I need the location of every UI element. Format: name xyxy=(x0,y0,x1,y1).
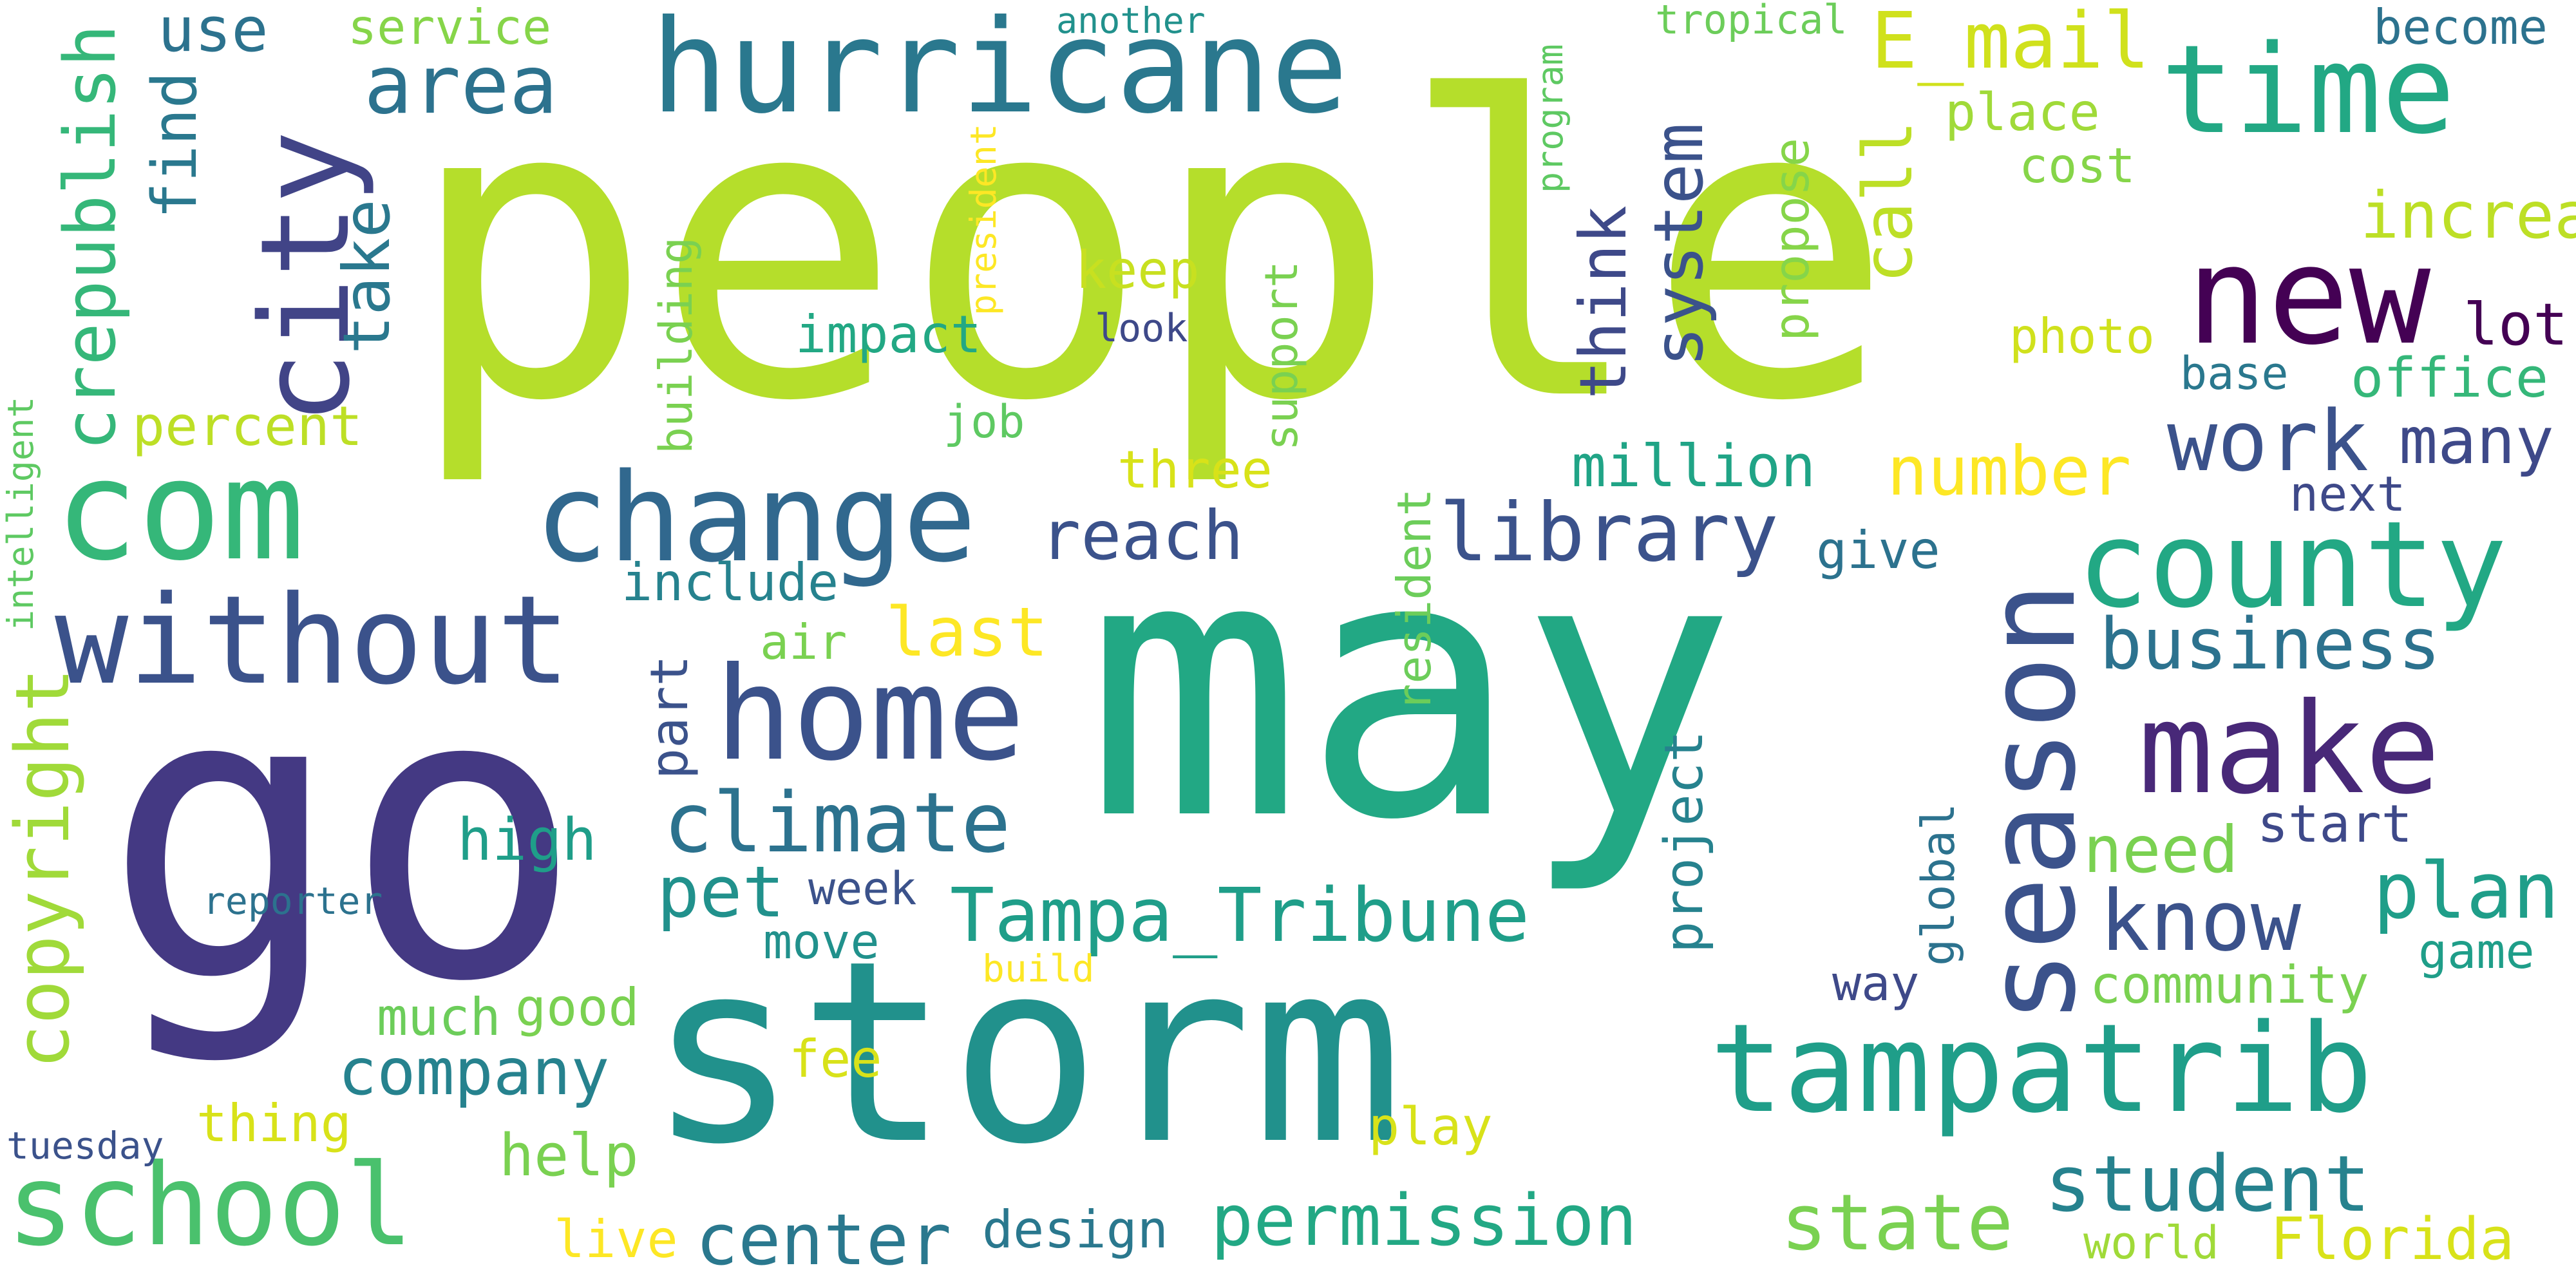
word-system: system xyxy=(1640,122,1718,367)
word-move: move xyxy=(763,913,880,970)
word-use: use xyxy=(158,0,269,66)
word-time: time xyxy=(2161,19,2456,161)
word-much: much xyxy=(377,987,501,1047)
word-crepublish: crepublish xyxy=(49,24,131,451)
word-base: base xyxy=(2180,347,2289,400)
word-intelligent: intelligent xyxy=(0,396,41,631)
word-air: air xyxy=(760,614,848,670)
word-plan: plan xyxy=(2373,847,2559,936)
word-change: change xyxy=(535,447,977,589)
word-tampatrib: tampatrib xyxy=(1710,998,2373,1140)
word-keep: keep xyxy=(1075,240,1200,300)
word-good: good xyxy=(515,978,639,1037)
word-reach: reach xyxy=(1040,497,1244,575)
word-reporter: reporter xyxy=(203,879,383,923)
word-resident: resident xyxy=(1387,488,1441,712)
word-percent: percent xyxy=(132,395,363,459)
word-climate: climate xyxy=(663,775,1011,871)
word-thing: thing xyxy=(196,1094,352,1153)
word-service: service xyxy=(348,0,552,55)
word-tampa-tribune: Tampa_Tribune xyxy=(950,873,1530,959)
word-center: center xyxy=(696,1198,952,1281)
word-call: call xyxy=(1849,120,1927,283)
word-take: take xyxy=(329,199,404,354)
word-new: new xyxy=(2186,217,2431,375)
word-impact: impact xyxy=(795,305,981,365)
word-area: area xyxy=(364,39,558,132)
word-business: business xyxy=(2099,603,2441,685)
word-part: part xyxy=(639,655,699,779)
word-hurricane: hurricane xyxy=(650,0,1349,142)
word-support: support xyxy=(1255,260,1308,451)
word-season: season xyxy=(1960,582,2103,1024)
word-company: company xyxy=(338,1034,610,1110)
word-go: go xyxy=(103,605,584,1069)
word-place: place xyxy=(1945,82,2100,142)
word-world: world xyxy=(2083,1217,2219,1269)
word-global: global xyxy=(1912,803,1965,966)
word-storm: storm xyxy=(647,907,1403,1199)
word-work: work xyxy=(2167,392,2369,490)
word-copyright: copyright xyxy=(0,667,86,1069)
word-photo: photo xyxy=(2009,308,2155,365)
word-permission: permission xyxy=(1211,1179,1638,1262)
word-propose: propose xyxy=(1763,137,1820,341)
word-tropical: tropical xyxy=(1655,0,1848,43)
word-million: million xyxy=(1571,433,1816,500)
word-live: live xyxy=(554,1209,678,1269)
word-president: president xyxy=(963,123,1004,316)
word-look: look xyxy=(1095,306,1188,351)
word-county: county xyxy=(2077,495,2508,634)
word-week: week xyxy=(808,862,917,915)
word-help: help xyxy=(499,1122,639,1189)
word-game: game xyxy=(2418,923,2535,980)
word-give: give xyxy=(1816,520,1940,580)
word-home: home xyxy=(715,639,1025,790)
word-find: find xyxy=(140,71,211,219)
word-play: play xyxy=(1368,1097,1493,1157)
word-another: another xyxy=(1056,0,1206,41)
word-library: library xyxy=(1439,486,1779,580)
word-job: job xyxy=(943,395,1025,448)
word-make: make xyxy=(2138,676,2441,822)
word-may: may xyxy=(1085,479,1737,899)
word-design: design xyxy=(982,1200,1168,1260)
word-three: three xyxy=(1117,440,1273,500)
word-state: state xyxy=(1781,1179,2014,1268)
word-florida: Florida xyxy=(2270,1206,2515,1273)
word-com: com xyxy=(55,430,305,591)
word-last: last xyxy=(886,593,1048,672)
word-lot: lot xyxy=(2463,291,2568,359)
word-fee: fee xyxy=(789,1029,882,1089)
word-next: next xyxy=(2289,466,2406,522)
word-pet: pet xyxy=(657,851,785,933)
word-e-mail: E_mail xyxy=(1871,0,2150,86)
word-many: many xyxy=(2399,403,2554,478)
word-need: need xyxy=(2083,812,2239,887)
word-high: high xyxy=(457,806,597,874)
word-become: become xyxy=(2373,0,2548,55)
word-school: school xyxy=(6,1141,414,1271)
word-community: community xyxy=(2090,955,2369,1015)
word-think: increase xyxy=(2360,178,2576,253)
word-building: building xyxy=(650,236,703,454)
word-way: way xyxy=(1832,955,1920,1012)
word-without: without xyxy=(55,569,571,712)
word-number: number xyxy=(1887,432,2132,511)
word-build: build xyxy=(982,947,1095,990)
word-program: program xyxy=(1530,44,1571,193)
word-increase: think xyxy=(1566,205,1641,399)
word-people: people xyxy=(406,11,1895,491)
word-student: student xyxy=(2045,1140,2371,1229)
word-tuesday: tuesday xyxy=(6,1124,164,1168)
word-start: start xyxy=(2257,794,2412,854)
word-cost: cost xyxy=(2019,137,2136,194)
word-office: office xyxy=(2351,346,2549,410)
word-include: include xyxy=(621,553,839,612)
word-project: project xyxy=(1654,730,1715,953)
word-know: know xyxy=(2099,872,2302,970)
